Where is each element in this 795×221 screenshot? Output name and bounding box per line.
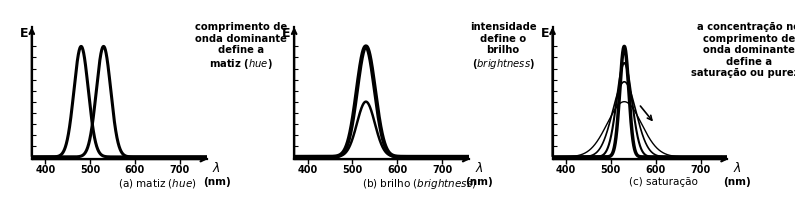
Text: (c) saturação: (c) saturação bbox=[630, 177, 698, 187]
Text: comprimento de
onda dominante
define a
matiz ($\it{hue}$): comprimento de onda dominante define a m… bbox=[195, 22, 287, 71]
Text: (a) matiz ($\it{hue}$): (a) matiz ($\it{hue}$) bbox=[118, 177, 196, 190]
Text: $\lambda$: $\lambda$ bbox=[475, 161, 483, 175]
Text: E: E bbox=[541, 27, 549, 40]
Text: (nm): (nm) bbox=[723, 177, 751, 187]
Text: (b) brilho ($\it{brightness}$): (b) brilho ($\it{brightness}$) bbox=[362, 177, 477, 191]
Text: E: E bbox=[282, 27, 290, 40]
Text: intensidade
define o
brilho
($\it{brightness}$): intensidade define o brilho ($\it{bright… bbox=[470, 22, 537, 71]
Text: $\lambda$: $\lambda$ bbox=[733, 161, 742, 175]
Text: $\lambda$: $\lambda$ bbox=[212, 161, 221, 175]
Text: a concentração no
comprimento de
onda dominante
define a
saturação ou pureza: a concentração no comprimento de onda do… bbox=[692, 22, 795, 78]
Text: E: E bbox=[20, 27, 28, 40]
Text: (nm): (nm) bbox=[203, 177, 231, 187]
Text: (nm): (nm) bbox=[465, 177, 493, 187]
